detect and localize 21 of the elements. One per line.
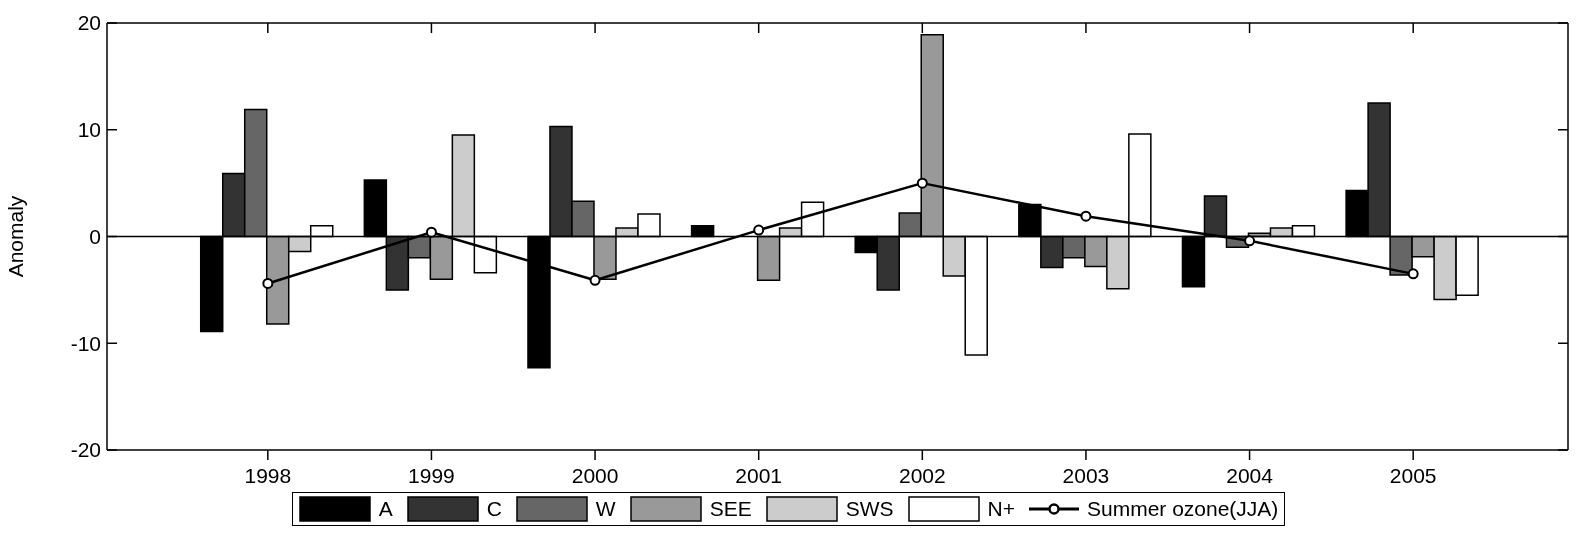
y-axis-title: Anomaly [4,195,28,278]
x-tick-label: 1999 [408,463,455,487]
legend-label: A [378,497,393,521]
x-tick-label: 1998 [244,463,292,487]
y-tick-label: 20 [77,11,101,35]
legend-label: SWS [845,497,894,521]
legend-label: N+ [987,497,1015,521]
x-tick-label: 2000 [571,463,619,487]
legend-label: Summer ozone(JJA) [1086,497,1279,521]
legend-label: C [486,497,502,521]
y-tick-label: -20 [70,438,101,462]
y-tick-label: 10 [77,118,101,142]
legend-label: SEE [709,497,752,521]
x-tick-label: 2002 [898,463,946,487]
x-tick-label: 2003 [1062,463,1110,487]
y-tick-label: -10 [70,331,101,355]
x-tick-label: 2005 [1389,463,1437,487]
x-tick-label: 2004 [1226,463,1274,487]
x-tick-label: 2001 [735,463,783,487]
legend-label: W [595,497,616,521]
y-tick-label: 0 [89,224,101,248]
